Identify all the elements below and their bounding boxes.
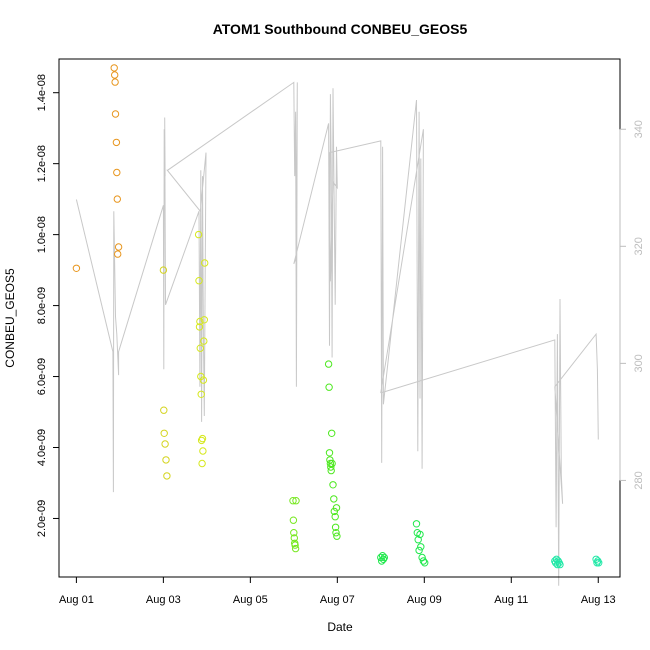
data-point [289,516,298,524]
data-point [329,481,337,489]
data-point [332,529,340,537]
data-point [163,472,171,480]
data-point [111,110,120,118]
x-axis: Aug 01 Aug 03 Aug 05 Aug 07 Aug 09 Aug 11 Aug … [59,576,616,606]
y2-tick-label: 320 [633,237,645,255]
data-point [195,323,204,331]
data-point [324,360,333,368]
data-point [200,337,208,345]
data-point [327,466,335,475]
data-point [201,259,209,267]
y-axis: 2.0e-09 4.0e-09 6.0e-09 8.0e-09 1.0e-08 1.2e-… [36,74,60,537]
x-tick-label: Aug 13 [581,594,616,606]
data-point [326,456,334,464]
data-point [328,429,336,437]
data-point [289,497,297,505]
data-point [197,390,205,398]
data-point [332,504,341,512]
data-point [198,459,206,468]
data-point [114,250,122,258]
data-point [414,536,422,544]
data-point [198,434,207,443]
data-point [327,463,335,471]
x-tick-label: Aug 11 [494,594,528,606]
data-point [200,316,209,324]
data-point [113,168,121,177]
data-point [160,429,168,437]
secondary-y-axis: 280 300 320 340 [619,120,645,490]
x-tick-label: Aug 07 [320,594,355,606]
data-point [199,447,207,455]
data-point [416,530,424,539]
data-point [159,266,168,274]
overlay-line-layer [75,81,599,586]
y2-tick-label: 280 [633,471,645,489]
data-point [110,64,118,72]
data-point [111,78,119,86]
x-tick-label: Aug 09 [407,594,442,606]
data-point [325,383,333,391]
data-point [328,459,336,468]
data-point [194,230,203,239]
data-point [421,559,429,567]
data-point [292,497,300,505]
data-point [415,546,423,555]
overlay-line [75,81,599,586]
chart-title: ATOM1 Southbound CONBEU_GEOS5 [213,21,468,37]
data-point [331,523,340,531]
y-tick-label: 4.0e-09 [36,429,48,466]
data-point [417,543,425,551]
data-point [330,507,338,516]
data-point [378,552,387,560]
y2-tick-label: 340 [633,120,645,138]
data-point [199,376,208,384]
data-point [161,440,169,448]
plot-frame [58,58,621,578]
data-point [556,560,564,569]
data-point [412,520,421,528]
data-point [72,264,81,272]
data-point [290,534,298,542]
x-tick-label: Aug 03 [146,594,181,606]
data-point [291,544,300,553]
data-point [380,553,388,562]
data-point [331,513,339,521]
data-point [419,557,428,565]
data-point [291,541,299,549]
data-point [112,138,121,147]
x-tick-label: Aug 05 [233,594,268,606]
y2-tick-label: 300 [633,354,645,372]
x-tick-label: Aug 01 [59,594,94,606]
data-point [195,277,203,285]
y-tick-label: 8.0e-09 [36,287,48,324]
y-tick-label: 1.0e-08 [36,216,48,253]
points-layer [72,64,603,569]
data-point [111,71,119,79]
x-axis-label: Date [327,620,353,634]
data-point [113,195,122,203]
data-point [333,532,341,540]
data-point [595,559,603,567]
y-tick-label: 1.2e-08 [36,145,48,182]
y-axis-label: CONBEU_GEOS5 [3,268,17,368]
data-point [162,456,170,464]
y-tick-label: 1.4e-08 [36,74,48,111]
data-point [160,406,168,414]
data-point [330,495,338,503]
data-point [325,449,334,457]
data-point [553,560,562,569]
data-point [196,317,204,326]
y-tick-label: 6.0e-09 [36,358,48,395]
data-point [196,344,205,352]
y-tick-label: 2.0e-09 [36,500,48,537]
data-point [290,529,298,537]
data-point [114,243,123,251]
